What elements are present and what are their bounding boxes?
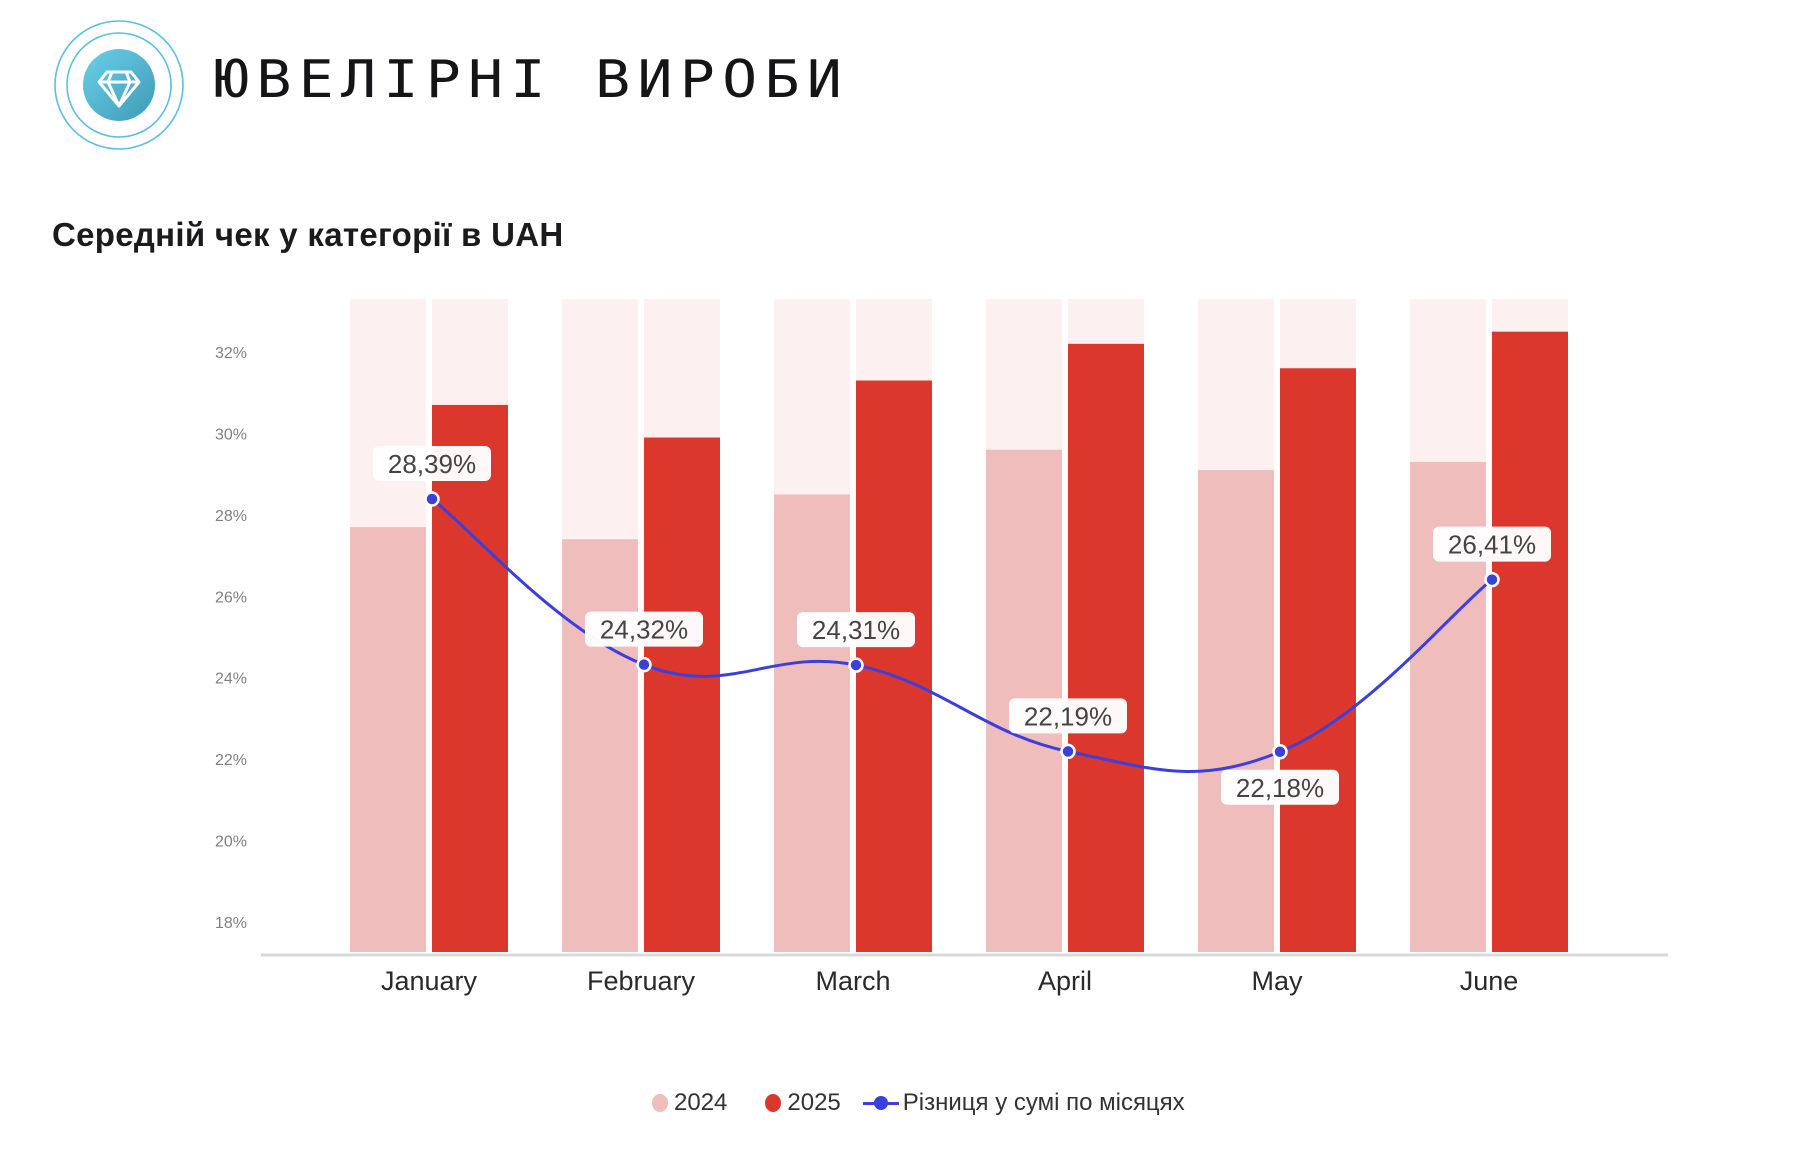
logo-badge <box>83 49 155 121</box>
data-label-text: 22,19% <box>1024 701 1112 731</box>
logo-inner-ring <box>66 32 172 138</box>
legend-item-2025[interactable]: 2025 <box>765 1089 841 1117</box>
bar-group-may <box>1198 299 1356 952</box>
x-tick-label: January <box>381 966 478 996</box>
data-label-text: 28,39% <box>388 449 476 479</box>
bar-2024[interactable] <box>774 494 850 952</box>
bar-2025[interactable] <box>644 437 720 952</box>
line-series: 28,39% 24,32% 24,31% 22,19% 22,18% 26,41% <box>373 445 1551 805</box>
line-point[interactable] <box>848 657 864 673</box>
legend-line-dot-icon <box>862 1094 899 1112</box>
legend-label: 2025 <box>787 1089 841 1116</box>
data-label-text: 24,31% <box>812 615 900 645</box>
bar-2024[interactable] <box>1198 470 1274 952</box>
data-label: 22,19% <box>1009 698 1127 734</box>
x-tick-label: June <box>1460 966 1519 996</box>
bar-2025[interactable] <box>1068 343 1144 953</box>
logo <box>54 20 184 150</box>
y-tick-label: 26% <box>215 589 247 606</box>
y-tick-label: 30% <box>215 426 247 443</box>
logo-outer-ring <box>54 20 184 150</box>
bar-2025[interactable] <box>1492 331 1568 952</box>
bar-2025[interactable] <box>432 404 508 952</box>
line-point[interactable] <box>424 491 440 507</box>
data-label-box <box>797 612 915 648</box>
x-axis: January February March April May June <box>381 966 1518 996</box>
x-tick-label: May <box>1251 966 1303 996</box>
data-label-box <box>585 611 703 647</box>
bar-2024[interactable] <box>562 539 638 952</box>
legend-label: Різниця у сумі по місяцях <box>902 1089 1185 1116</box>
legend: 2024 2025 Різниця у сумі по місяцях <box>0 1085 1794 1121</box>
data-label: 28,39% <box>373 445 491 481</box>
data-label-box <box>1221 769 1339 805</box>
line-point[interactable] <box>636 656 652 673</box>
y-tick-label: 24% <box>215 671 247 688</box>
data-label: 26,41% <box>1433 526 1551 562</box>
legend-label: 2024 <box>674 1089 728 1116</box>
y-tick-label: 18% <box>215 915 247 932</box>
y-tick-label: 22% <box>215 752 247 769</box>
legend-dot-icon <box>765 1094 782 1112</box>
line-point[interactable] <box>1272 744 1288 760</box>
data-label: 22,18% <box>1221 769 1339 805</box>
y-tick-label: 28% <box>215 508 247 525</box>
bar-2024[interactable] <box>350 527 426 952</box>
line-point[interactable] <box>1484 571 1500 588</box>
data-label-box <box>1009 698 1127 734</box>
legend-item-2024[interactable]: 2024 <box>652 1089 727 1117</box>
bar-2025[interactable] <box>1280 368 1356 952</box>
y-axis: 32% 30% 28% 26% 24% 22% 20% 18% <box>215 345 247 932</box>
bar-group-april <box>986 299 1144 953</box>
y-tick-label: 20% <box>215 834 247 851</box>
x-tick-label: April <box>1038 966 1092 996</box>
x-tick-label: February <box>587 966 696 996</box>
legend-dot-icon <box>652 1094 668 1112</box>
data-label: 24,31% <box>797 612 915 648</box>
bar-series <box>350 299 1568 953</box>
data-label-box <box>1433 526 1551 562</box>
data-label: 24,32% <box>585 611 703 647</box>
data-label-text: 22,18% <box>1236 773 1324 803</box>
data-label-text: 26,41% <box>1448 530 1536 560</box>
page-title: ЮВЕЛІРНІ ВИРОБИ <box>214 50 850 110</box>
chart-title: Середній чек у категорії в UAH <box>52 216 564 253</box>
bar-group-june <box>1410 299 1568 952</box>
y-tick-label: 32% <box>215 345 247 362</box>
bar-group-january <box>350 299 508 952</box>
data-label-text: 24,32% <box>600 615 688 645</box>
diamond-icon <box>97 70 141 108</box>
legend-item-difference[interactable]: Різниця у сумі по місяцях <box>862 1089 1185 1117</box>
bar-2025[interactable] <box>856 380 932 953</box>
x-tick-label: March <box>815 966 890 996</box>
line-point[interactable] <box>1060 743 1076 760</box>
data-label-box <box>373 445 491 481</box>
